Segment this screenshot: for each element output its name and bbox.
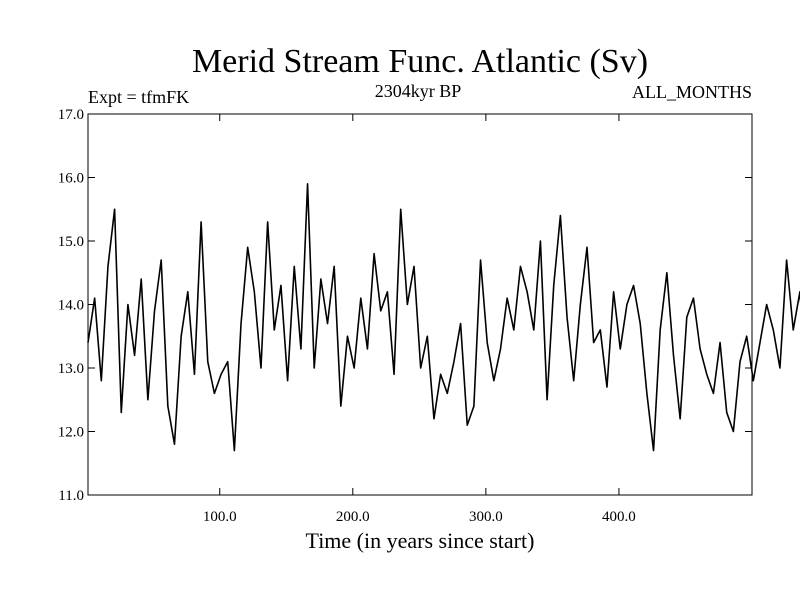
chart-title: Merid Stream Func. Atlantic (Sv) (192, 43, 648, 80)
x-tick-label: 300.0 (469, 509, 503, 525)
series-line (87, 183, 800, 452)
y-tick-label: 12.0 (58, 425, 84, 441)
x-tick-label: 200.0 (336, 509, 370, 525)
x-axis: 100.0 200.0 300.0 400.0 (203, 114, 636, 525)
y-tick-label: 11.0 (58, 488, 84, 504)
experiment-label: Expt = tfmFK (88, 87, 189, 107)
y-tick-label: 17.0 (58, 107, 84, 123)
period-label: 2304kyr BP (375, 81, 462, 101)
x-axis-label: Time (in years since start) (306, 528, 535, 553)
y-tick-label: 14.0 (58, 298, 84, 314)
y-axis: 11.0 12.0 13.0 14.0 15.0 16.0 17.0 (58, 107, 752, 504)
x-tick-label: 400.0 (602, 509, 636, 525)
y-tick-label: 15.0 (58, 234, 84, 250)
months-label: ALL_MONTHS (632, 82, 752, 102)
x-tick-label: 100.0 (203, 509, 237, 525)
y-tick-label: 13.0 (58, 361, 84, 377)
y-tick-label: 16.0 (58, 171, 84, 187)
